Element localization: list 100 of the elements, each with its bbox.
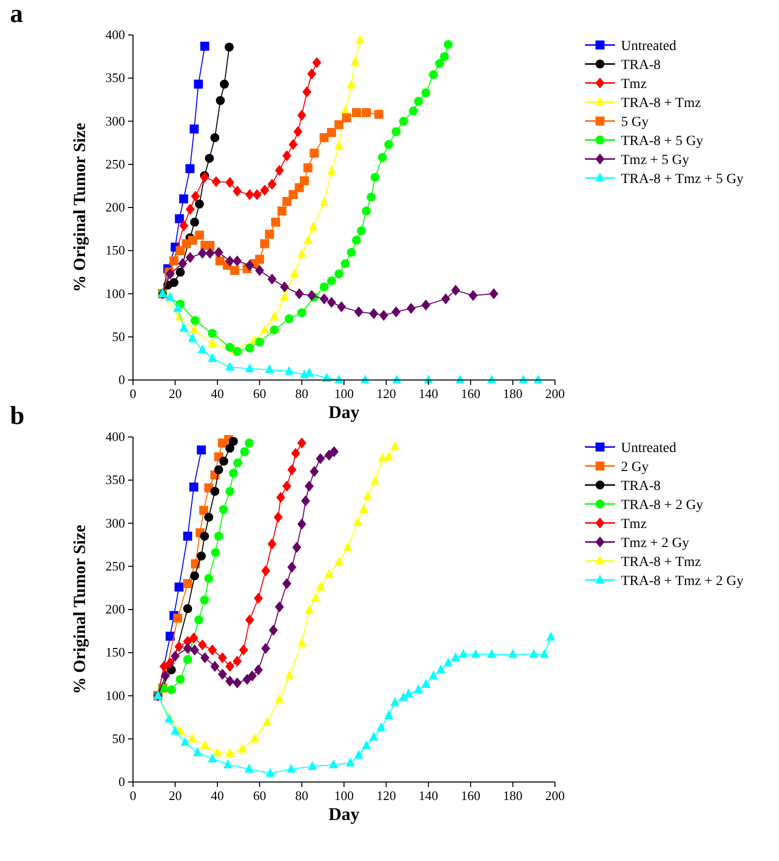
x-tick-label: 100 [334,386,354,401]
point [346,248,356,257]
point [284,670,294,680]
point [208,352,217,362]
point [166,632,175,641]
point [166,685,176,694]
point [414,96,423,106]
point [304,480,314,492]
x-axis-title: Day [328,402,360,422]
point [200,652,210,664]
point [254,592,263,604]
point [342,113,352,122]
point [186,252,195,264]
point [354,750,364,759]
point [255,338,264,347]
x-axis-title: Day [328,804,360,824]
point [245,614,254,626]
point [245,344,254,353]
legend-label: Untreated [621,39,676,54]
point [390,697,400,706]
point [369,732,378,741]
point [224,42,234,52]
point [320,196,329,206]
point [300,176,309,186]
y-tick-label: 50 [112,328,125,344]
point [363,491,372,500]
x-tick-label: 160 [460,788,480,803]
x-tick-label: 160 [460,386,480,401]
point [384,710,394,720]
x-tick-label: 200 [545,386,565,401]
point [252,189,262,200]
point [280,281,289,292]
point [276,492,286,503]
point [244,438,254,448]
point [369,308,378,320]
point [198,344,207,354]
point [435,58,444,68]
point [282,150,292,162]
y-tick-label: 250 [106,558,125,574]
point [212,747,222,756]
y-tick-label: 250 [106,156,125,172]
point [230,266,240,275]
point [194,80,203,89]
x-tick-label: 40 [210,386,224,401]
point [190,571,200,580]
point [200,172,210,183]
point [378,453,387,462]
x-tick-label: 120 [376,788,396,803]
point [160,670,170,682]
point [194,615,204,624]
point [248,670,257,682]
point [225,676,234,687]
point [218,668,227,680]
point [242,674,252,685]
point [346,758,355,767]
point [208,644,217,656]
x-tick-label: 180 [503,788,523,803]
point [228,436,238,446]
point [327,276,336,286]
point [392,127,401,136]
point [327,128,336,137]
point [330,446,339,458]
point [290,268,299,278]
x-tick-label: 120 [376,386,396,401]
point [468,290,478,301]
point [310,466,319,477]
point [225,255,234,266]
point [198,248,207,259]
y-tick-label: 350 [106,70,125,86]
point [170,650,180,662]
point [266,768,275,777]
point [250,733,260,742]
point [218,652,227,664]
y-tick-label: 300 [106,113,125,128]
legend-label: Tmz + 5 Gy [621,153,690,168]
point [308,222,318,231]
point [219,456,228,466]
point [268,178,277,190]
point [286,764,296,773]
point [406,302,416,314]
point [288,190,298,200]
point [354,306,364,318]
point [336,301,346,312]
point [183,579,192,588]
point [176,268,185,277]
point [206,248,215,259]
point [294,288,304,300]
point [370,172,380,182]
point [240,447,250,456]
point [204,154,214,163]
point [188,236,197,245]
x-tick-label: 20 [168,788,182,803]
point [487,648,496,658]
point [189,632,198,644]
point [260,324,270,334]
point [190,124,199,134]
point [304,234,313,244]
point [245,189,254,200]
point [384,140,394,150]
point [255,254,264,264]
